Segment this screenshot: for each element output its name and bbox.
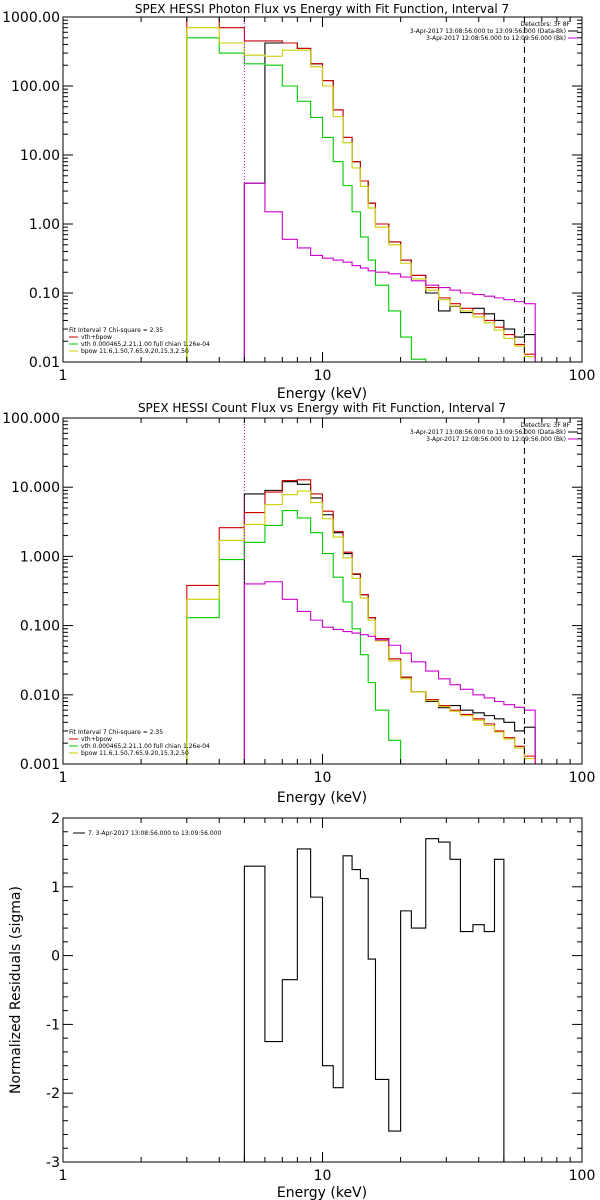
x-tick-label: 10 [314,770,332,786]
fit-legend-entry: vth+bpow [81,736,112,743]
y-tick-label: 0.100 [20,619,60,635]
y-tick-label: 2 [51,811,60,827]
series-group [186,479,545,764]
series-bpow-line [186,27,545,362]
y-tick-label: 0 [51,949,60,965]
legend-entry: 3-Apr-2017 13:08:56.000 to 13:09:56.000 … [410,429,566,436]
series-vth-line [186,37,439,362]
series-vth_vth_bpow-line [186,17,545,362]
series-bpow-line [186,490,545,764]
x-tick-label: 10 [314,1168,332,1184]
series-data-line [243,838,505,1162]
photon-flux-panel: SPEX HESSI Photon Flux vs Energy with Fi… [2,2,595,402]
legend-entry: 3-Apr-2017 12:08:56.000 to 12:09:56.000 … [426,436,566,443]
y-tick-label: -1 [46,1017,60,1033]
x-tick-label: 10 [314,368,332,384]
x-tick-label: 1 [59,1168,68,1184]
count-flux-plot-area: 1 10 100 100.000 10.000 1.000 0.100 0.010 0.001 D… [2,411,595,786]
y-tick-label: 0.010 [20,688,60,704]
legend-entry: 3-Apr-2017 13:08:56.000 to 13:09:56.000 … [410,28,566,35]
y-tick-label: 10.00 [20,148,60,164]
fit-legend-entry: bpow 11.6,1.50,7.65,9.20,15.3,2.50 [81,750,189,757]
count-flux-panel: SPEX HESSI Count Flux vs Energy with Fit… [2,401,595,806]
y-tick-label: 1.00 [29,217,60,233]
fit-legend-header: Fit Interval 7 Chi-square = 2.35 [69,327,163,334]
fit-legend-header: Fit Interval 7 Chi-square = 2.35 [69,729,163,736]
x-tick-label: 1 [59,770,68,786]
series-vth-line [186,509,412,764]
photon-flux-xlabel: Energy (keV) [277,386,367,402]
fit-legend-entry: vth 0.000465,2.21,1.00 full chian 1.26e-… [81,743,210,750]
series-vth_vth_bpow-line [186,479,545,764]
legend-title: Detectors: 3F 8F [520,21,570,28]
y-tick-label: 0.001 [20,757,60,773]
series-group [186,17,545,362]
count-flux-title: SPEX HESSI Count Flux vs Energy with Fit… [138,401,506,415]
y-tick-label: -3 [46,1155,60,1171]
y-tick-label: 100.000 [2,411,60,427]
x-tick-label: 100 [569,1168,596,1184]
fit-legend-entry: vth+bpow [81,334,112,341]
series-group [243,838,505,1162]
x-tick-label: 1 [59,368,68,384]
photon-flux-title: SPEX HESSI Photon Flux vs Energy with Fi… [135,2,509,16]
legend-entry: 3-Apr-2017 12:08:56.000 to 12:09:56.000 … [426,35,566,42]
series-data-line [243,481,536,764]
x-tick-label: 100 [569,368,596,384]
y-tick-label: 1.000 [20,549,60,565]
y-tick-label: 1 [51,880,60,896]
plot-frame [62,417,583,765]
x-tick-label: 100 [569,770,596,786]
y-tick-label: 0.01 [29,355,60,371]
y-tick-label: 0.10 [29,286,60,302]
residuals-ylabel: Normalized Residuals (sigma) [8,886,24,1094]
y-tick-label: -2 [46,1086,60,1102]
legend-title: Detectors: 3F 8F [520,422,570,429]
series-bk-line [243,182,536,362]
residuals-xlabel: Energy (keV) [277,1185,367,1200]
fit-legend-entry: vth 0.000465,2.21,1.00 full chian 1.26e-… [81,341,210,348]
series-bk-line [243,581,536,764]
legend-entry: 7. 3-Apr-2017 13:08:56.000 to 13:09:56.0… [88,830,221,837]
count-flux-xlabel: Energy (keV) [277,790,367,806]
y-tick-label: 10.000 [11,480,60,496]
fit-legend-entry: bpow 11.6,1.50,7.65,9.20,15.3,2.50 [81,348,189,355]
y-tick-label: 1000.00 [2,10,60,26]
series-data-line [243,42,536,362]
y-tick-label: 100.00 [11,79,60,95]
photon-flux-plot-area: 1 10 100 1000.00 100.00 10.00 1.00 0.10 0.01 Dete… [2,10,595,384]
